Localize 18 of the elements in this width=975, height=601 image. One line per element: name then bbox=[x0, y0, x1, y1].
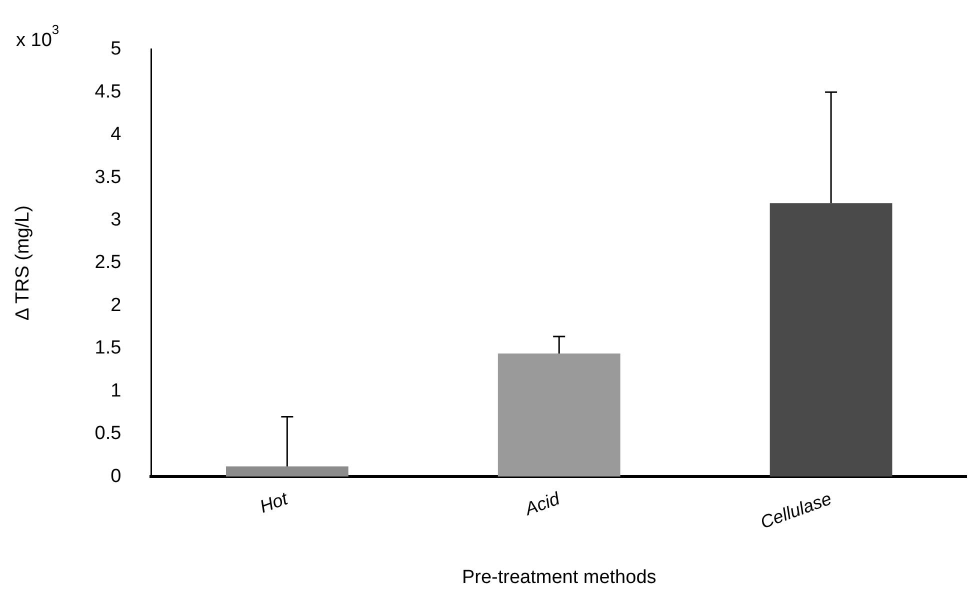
y-tick-label: 3 bbox=[110, 210, 122, 231]
x-tick-label: Hot bbox=[257, 488, 292, 517]
y-axis-title: Δ TRS (mg/L) bbox=[12, 205, 34, 321]
y-tick-label: 2.5 bbox=[94, 252, 122, 274]
y-tick-label: 5 bbox=[110, 38, 122, 60]
bar bbox=[226, 466, 348, 477]
bar bbox=[770, 203, 892, 477]
y-tick-label: 4 bbox=[110, 124, 122, 146]
y-tick-label: 1 bbox=[110, 380, 122, 402]
y-tick-label: 1.5 bbox=[94, 338, 122, 359]
y-tick-label: 0.5 bbox=[94, 423, 122, 444]
y-tick-label: 0 bbox=[110, 466, 122, 487]
x-axis-title: Pre-treatment methods bbox=[462, 566, 656, 588]
y-tick-label: 3.5 bbox=[94, 166, 122, 188]
x-tick-label: Acid bbox=[522, 488, 564, 520]
y-tick-label: 4.5 bbox=[94, 81, 122, 102]
bar bbox=[498, 354, 620, 477]
y-tick-label: 2 bbox=[110, 294, 122, 316]
